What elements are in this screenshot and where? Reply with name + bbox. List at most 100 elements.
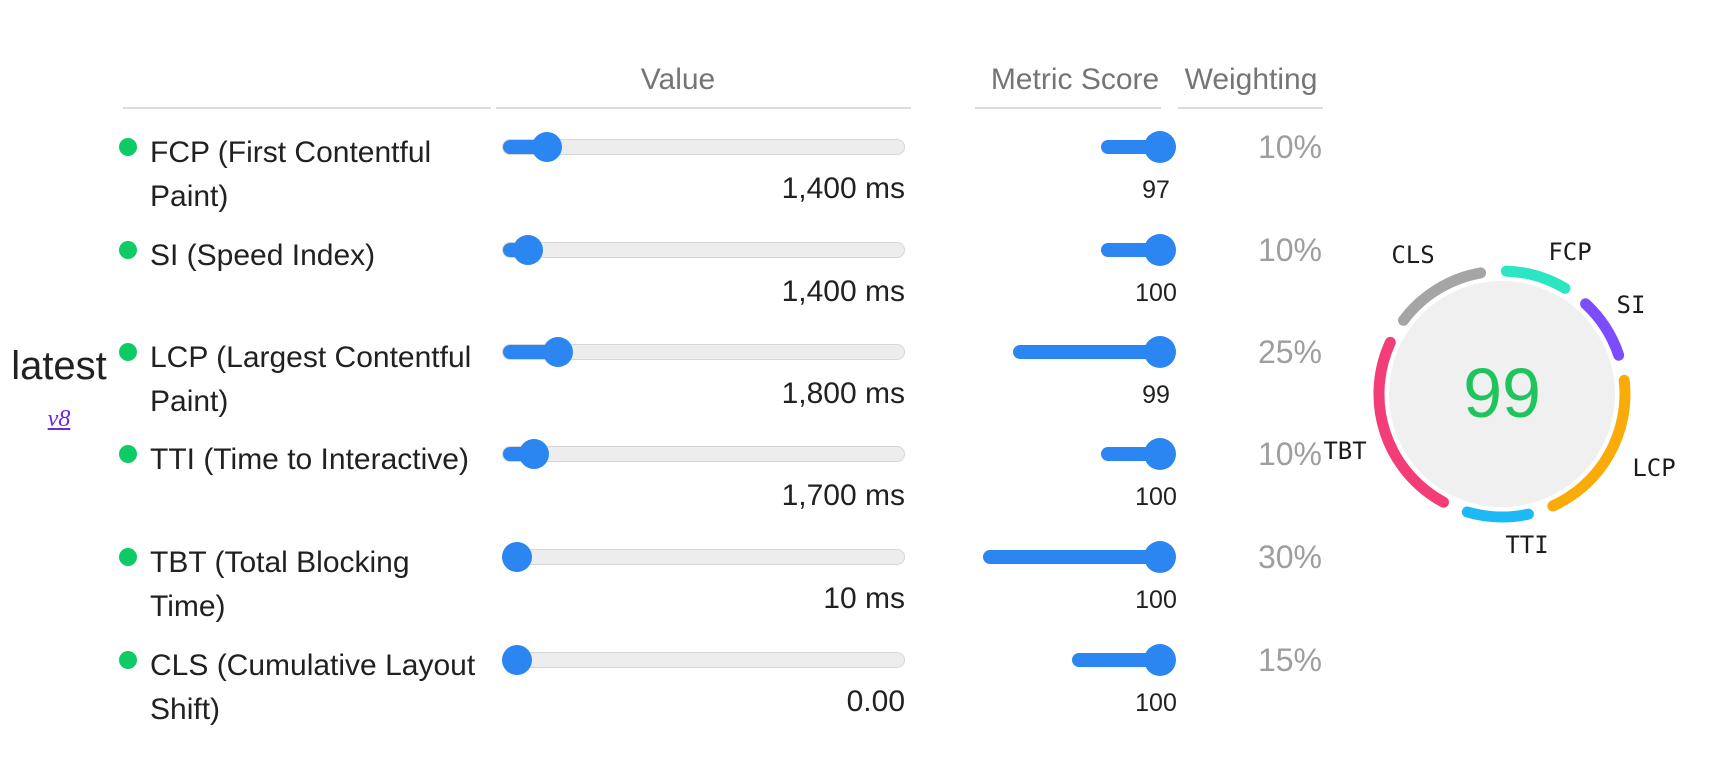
- value-slider[interactable]: [502, 542, 905, 572]
- metric-pass-dot-icon: [119, 445, 137, 463]
- value-slider[interactable]: [502, 645, 905, 675]
- metric-label-line: CLS (Cumulative Layout: [150, 649, 476, 682]
- gauge-label-cls: CLS: [1391, 241, 1435, 269]
- metric-value: 0.00: [846, 685, 905, 718]
- metric-label: FCP (First Contentful Paint): [150, 131, 518, 219]
- gauge-label-tbt: TBT: [1323, 437, 1367, 465]
- header-underline: [975, 107, 1161, 109]
- score-gauge: [1373, 265, 1631, 523]
- metric-pass-dot-icon: [119, 548, 137, 566]
- slider-thumb[interactable]: [502, 645, 532, 675]
- gauge-arc-lcp: [1547, 374, 1631, 512]
- slider-track[interactable]: [502, 344, 905, 360]
- slider-thumb[interactable]: [513, 235, 544, 265]
- value-slider[interactable]: [502, 132, 905, 162]
- value-slider[interactable]: [502, 439, 905, 469]
- gauge-arc-tti: [1461, 506, 1534, 523]
- metric-score-bar: [960, 131, 1192, 163]
- metric-value: 1,800 ms: [781, 377, 905, 410]
- metric-weighting: 10%: [1257, 129, 1322, 165]
- metric-label: LCP (Largest Contentful Paint): [150, 336, 518, 424]
- score-bar-dot: [1144, 438, 1176, 470]
- metric-pass-dot-icon: [119, 241, 137, 259]
- header-underline: [1178, 107, 1323, 109]
- score-bar-dot: [1144, 234, 1176, 266]
- value-slider[interactable]: [502, 337, 905, 367]
- score-bar-dot: [1144, 336, 1176, 368]
- metric-weighting: 15%: [1257, 642, 1322, 678]
- gauge-label-fcp: FCP: [1548, 238, 1592, 266]
- gauge-arc-fcp: [1500, 265, 1571, 294]
- gauge-arc-tbt: [1373, 336, 1449, 508]
- metric-score-value: 100: [1135, 279, 1177, 307]
- metric-value: 1,400 ms: [781, 172, 905, 205]
- metric-label-line: Paint): [150, 180, 229, 213]
- metric-weighting: 25%: [1257, 334, 1322, 370]
- metric-label: TBT (Total Blocking Time): [150, 541, 518, 629]
- metric-label: TTI (Time to Interactive): [150, 438, 518, 482]
- metric-label-line: LCP (Largest Contentful: [150, 341, 472, 374]
- gauge-arc-si: [1580, 298, 1625, 361]
- slider-thumb[interactable]: [531, 132, 562, 162]
- slider-track[interactable]: [502, 139, 905, 155]
- metric-label: CLS (Cumulative Layout Shift): [150, 644, 518, 732]
- score-bar-dot: [1144, 131, 1176, 163]
- gauge-arcs: [1373, 265, 1631, 523]
- metric-score-bar: [960, 234, 1192, 266]
- score-bar-line: [1071, 653, 1160, 667]
- score-bar-line: [1012, 345, 1160, 359]
- metric-value: 1,400 ms: [781, 275, 905, 308]
- metric-weighting: 10%: [1257, 232, 1322, 268]
- slider-track[interactable]: [502, 549, 905, 565]
- column-header-value: Value: [640, 63, 716, 96]
- metric-score-value: 97: [1142, 176, 1170, 204]
- gauge-label-si: SI: [1616, 291, 1646, 319]
- score-bar-line: [983, 550, 1160, 564]
- metric-value: 1,700 ms: [781, 479, 905, 512]
- gauge-label-lcp: LCP: [1632, 454, 1676, 482]
- metric-label-line: FCP (First Contentful: [150, 136, 432, 169]
- column-header-metric-score: Metric Score: [990, 63, 1160, 96]
- metric-label-line: Time): [150, 590, 226, 623]
- gauge-score: 99: [1463, 354, 1541, 432]
- metric-pass-dot-icon: [119, 343, 137, 361]
- metric-label: SI (Speed Index): [150, 234, 518, 278]
- value-slider[interactable]: [502, 235, 905, 265]
- metric-score-bar: [960, 644, 1192, 676]
- slider-track[interactable]: [502, 242, 905, 258]
- column-header-weighting: Weighting: [1184, 63, 1318, 96]
- metric-label-line: TTI (Time to Interactive): [150, 443, 469, 476]
- metric-score-value: 100: [1135, 586, 1177, 614]
- metric-label-line: Shift): [150, 693, 221, 726]
- slider-thumb[interactable]: [502, 542, 532, 572]
- score-bar-dot: [1144, 541, 1176, 573]
- metric-score-bar: [960, 438, 1192, 470]
- slider-thumb[interactable]: [518, 439, 549, 469]
- metric-score-value: 100: [1135, 483, 1177, 511]
- metric-label-line: SI (Speed Index): [150, 239, 376, 272]
- slider-track[interactable]: [502, 446, 905, 462]
- metric-score-value: 99: [1142, 381, 1170, 409]
- metric-label-line: TBT (Total Blocking: [150, 546, 410, 579]
- metric-pass-dot-icon: [119, 651, 137, 669]
- metric-score-bar: [960, 336, 1192, 368]
- gauge-inner-circle: [1389, 281, 1615, 507]
- score-bar-dot: [1144, 644, 1176, 676]
- metric-weighting: 30%: [1257, 539, 1322, 575]
- metric-weighting: 10%: [1257, 436, 1322, 472]
- slider-track[interactable]: [502, 652, 905, 668]
- metric-pass-dot-icon: [119, 138, 137, 156]
- metric-score-value: 100: [1135, 689, 1177, 717]
- metric-value: 10 ms: [823, 582, 905, 615]
- gauge-arc-cls: [1398, 267, 1487, 326]
- metric-score-bar: [960, 541, 1192, 573]
- version-link[interactable]: v8: [47, 406, 71, 432]
- version-title: latest: [11, 344, 107, 388]
- metric-label-line: Paint): [150, 385, 229, 418]
- gauge-label-tti: TTI: [1505, 531, 1549, 559]
- header-underline: [123, 107, 491, 109]
- slider-thumb[interactable]: [543, 337, 574, 367]
- version-link-wrap: v8: [0, 406, 118, 433]
- header-underline: [496, 107, 911, 109]
